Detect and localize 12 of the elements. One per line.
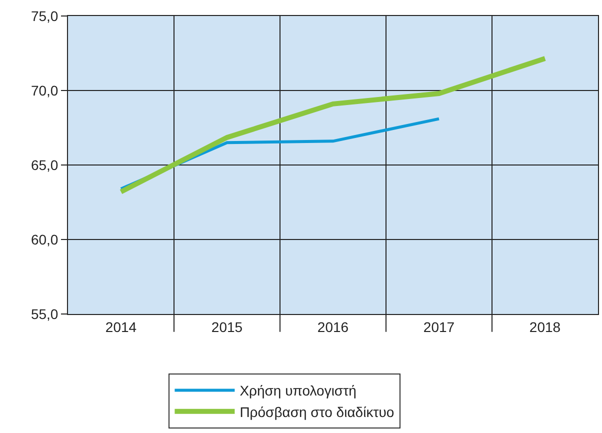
x-tick-label: 2017 (423, 318, 455, 335)
x-tick-label: 2016 (317, 318, 349, 335)
x-tick-label: 2015 (211, 318, 243, 335)
y-tick-label: 55,0 (30, 306, 58, 322)
y-tick-label: 60,0 (30, 231, 58, 248)
legend-label: Χρήση υπολογιστή (240, 382, 356, 399)
x-tick-label: 2014 (105, 318, 137, 335)
legend-label: Πρόσβαση στο διαδίκτυο (240, 404, 394, 420)
x-tick-label: 2018 (529, 318, 561, 335)
y-tick-label: 65,0 (30, 156, 58, 173)
y-tick-label: 75,0 (30, 8, 58, 24)
y-tick-label: 70,0 (30, 82, 58, 98)
